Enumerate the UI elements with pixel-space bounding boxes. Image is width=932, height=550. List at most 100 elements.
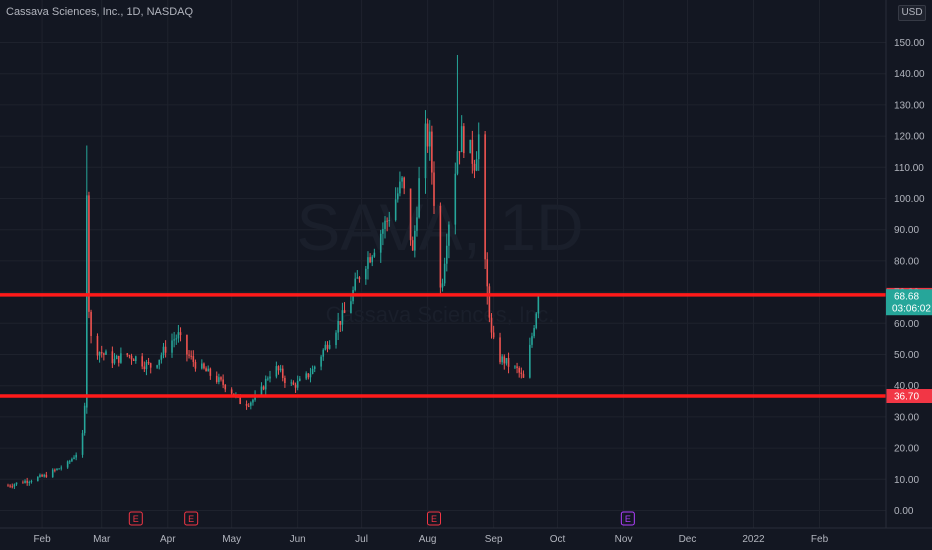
candle-body bbox=[307, 373, 310, 378]
candle-body bbox=[486, 259, 489, 287]
candle-body bbox=[43, 474, 46, 477]
price-tick-label: 80.00 bbox=[894, 256, 919, 267]
last-price-tag bbox=[886, 289, 932, 316]
candle-body bbox=[58, 468, 60, 470]
candle-body bbox=[132, 359, 135, 362]
price-tick-label: 30.00 bbox=[894, 412, 919, 423]
candle-body bbox=[505, 358, 508, 364]
time-axis[interactable]: Feb Mar Apr May Jun Jul Aug Sep Oct Nov Dec 2022 Feb bbox=[0, 527, 932, 545]
candle-body bbox=[365, 268, 367, 280]
candle-body bbox=[343, 310, 346, 313]
time-tick-label: 2022 bbox=[742, 534, 765, 545]
candle-body bbox=[37, 476, 39, 482]
time-tick-label: Dec bbox=[679, 534, 697, 545]
time-tick-label: Jun bbox=[290, 534, 306, 545]
candle-body bbox=[96, 335, 99, 356]
candle-body bbox=[164, 346, 167, 353]
candle-body bbox=[111, 351, 114, 364]
candle-body bbox=[477, 134, 480, 160]
price-tick-label: 100.00 bbox=[894, 194, 925, 205]
candle-body bbox=[484, 134, 486, 260]
candle-body bbox=[309, 373, 312, 378]
price-tick-label: 120.00 bbox=[894, 132, 925, 143]
candle-body bbox=[356, 277, 359, 279]
candle-body bbox=[439, 205, 442, 288]
candle-body bbox=[90, 311, 92, 336]
candle-body bbox=[379, 233, 382, 253]
candle-body bbox=[186, 335, 188, 355]
candle-body bbox=[443, 263, 446, 284]
candle-body bbox=[215, 375, 218, 382]
price-tick-label: 40.00 bbox=[894, 381, 919, 392]
candle-body bbox=[105, 351, 107, 355]
time-tick-label: Feb bbox=[33, 534, 51, 545]
candle-body bbox=[354, 278, 356, 291]
candle-body bbox=[218, 377, 220, 382]
candle-body bbox=[103, 353, 105, 355]
candle-body bbox=[471, 139, 474, 164]
candle-body bbox=[275, 366, 278, 377]
candle-body bbox=[141, 356, 143, 367]
event-marker bbox=[427, 511, 441, 526]
event-marker-label: E bbox=[188, 514, 194, 524]
candle-body bbox=[130, 355, 133, 360]
candle-body bbox=[267, 378, 269, 380]
candle-body bbox=[28, 481, 31, 483]
candle-body bbox=[188, 354, 190, 356]
price-tick-label: 140.00 bbox=[894, 69, 925, 80]
candle-body bbox=[24, 480, 26, 484]
currency-button[interactable]: USD bbox=[898, 5, 926, 21]
candle-body bbox=[473, 163, 476, 171]
candle-body bbox=[326, 344, 329, 349]
candle-body bbox=[460, 126, 463, 153]
candle-body bbox=[143, 366, 146, 370]
candle-body bbox=[220, 377, 222, 380]
candle-body bbox=[296, 380, 299, 388]
candle-body bbox=[456, 151, 459, 174]
candle-body bbox=[463, 126, 465, 154]
symbol-header: Cassava Sciences, Inc., 1D, NASDAQ bbox=[6, 6, 194, 18]
candle-body bbox=[41, 474, 43, 477]
candle-body bbox=[149, 363, 152, 368]
candle-body bbox=[441, 283, 444, 288]
candle-body bbox=[535, 313, 538, 329]
candle-body bbox=[245, 403, 248, 406]
candle-body bbox=[396, 193, 399, 200]
candle-body bbox=[369, 257, 371, 263]
candle-body bbox=[113, 359, 116, 364]
level-price-tag bbox=[886, 388, 932, 403]
time-tick-label: Feb bbox=[811, 534, 829, 545]
candle-body bbox=[492, 332, 495, 338]
candle-body bbox=[529, 344, 531, 378]
candle-body bbox=[209, 368, 212, 376]
candle-body bbox=[394, 199, 397, 221]
candle-body bbox=[328, 345, 331, 349]
candle-body bbox=[414, 230, 416, 251]
candle-body bbox=[416, 217, 418, 231]
candle-body bbox=[179, 332, 182, 336]
event-marker-label: E bbox=[625, 514, 631, 524]
candle-body bbox=[522, 373, 525, 378]
candle-body bbox=[162, 346, 165, 356]
price-axis[interactable]: 0.0010.0020.0030.0040.0050.0060.0070.008… bbox=[885, 0, 932, 528]
candle-body bbox=[230, 389, 233, 394]
candle-body bbox=[501, 356, 503, 363]
candle-body bbox=[222, 379, 224, 385]
candle-body bbox=[126, 353, 129, 356]
time-tick-label: Aug bbox=[419, 534, 437, 545]
candle-body bbox=[177, 332, 180, 339]
candle-body bbox=[322, 349, 325, 357]
candle-body bbox=[262, 386, 265, 390]
candle-body bbox=[292, 382, 295, 385]
candle-body bbox=[11, 486, 14, 488]
candle-body bbox=[324, 344, 327, 350]
candle-body bbox=[264, 378, 267, 390]
candle-body bbox=[382, 228, 384, 234]
candle-body bbox=[373, 252, 376, 257]
time-tick-label: Apr bbox=[160, 534, 176, 545]
candle-body bbox=[39, 474, 41, 477]
candle-body bbox=[299, 378, 301, 381]
candle-body bbox=[488, 286, 491, 318]
